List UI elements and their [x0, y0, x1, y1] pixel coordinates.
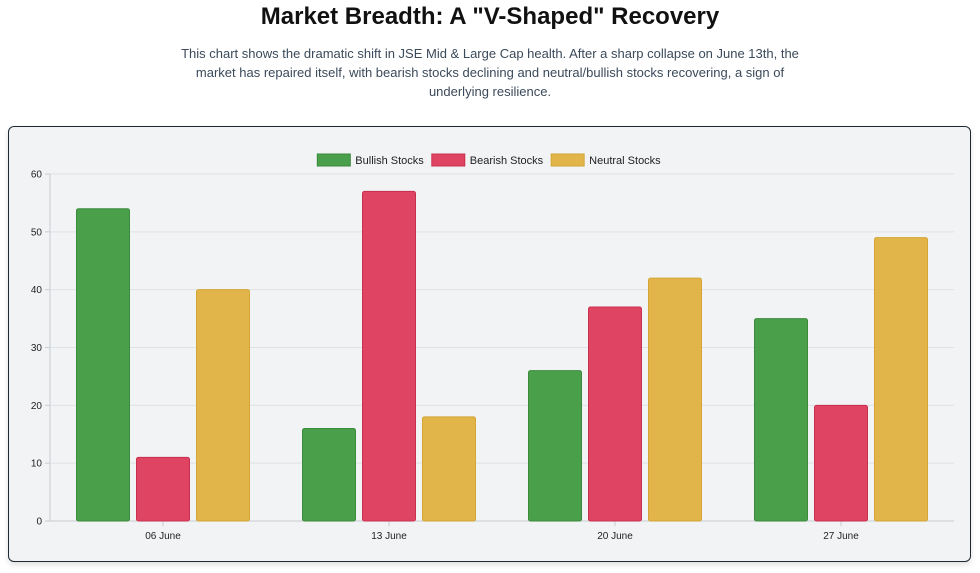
- bar-bearish-stocks-27-june[interactable]: [814, 404, 868, 522]
- legend-swatch-bullish-stocks[interactable]: [316, 153, 351, 167]
- legend-swatch-neutral-stocks[interactable]: [550, 153, 585, 167]
- bar-neutral-stocks-06-june[interactable]: [196, 289, 250, 522]
- bar-neutral-stocks-13-june[interactable]: [422, 416, 476, 522]
- bars: [76, 190, 928, 522]
- y-tick-label: 60: [31, 170, 43, 181]
- y-tick-label: 40: [31, 285, 43, 296]
- bar-bullish-stocks-20-june[interactable]: [528, 370, 582, 522]
- bar-bullish-stocks-13-june[interactable]: [302, 427, 356, 522]
- legend-swatch-bearish-stocks[interactable]: [431, 153, 466, 167]
- y-tick-label: 10: [31, 459, 43, 470]
- chart-description: This chart shows the dramatic shift in J…: [181, 46, 799, 99]
- legend-label-neutral-stocks[interactable]: Neutral Stocks: [589, 155, 661, 167]
- bar-neutral-stocks-20-june[interactable]: [648, 277, 702, 522]
- y-tick-label: 20: [31, 401, 43, 412]
- x-tick-label: 27 June: [823, 531, 859, 542]
- legend-label-bullish-stocks[interactable]: Bullish Stocks: [355, 155, 424, 167]
- bar-chart: 0 10 20 30 40 50 60 06 June 13 June 20 June 27 Jun…: [31, 153, 954, 543]
- bar-bearish-stocks-06-june[interactable]: [136, 456, 190, 522]
- y-tick-label: 30: [31, 343, 43, 354]
- x-tick-label: 20 June: [597, 531, 633, 542]
- legend: Bullish Stocks Bearish Stocks Neutral Stoc…: [316, 153, 661, 167]
- chart-card: 0 10 20 30 40 50 60 06 June 13 June 20 June 27 Jun…: [8, 126, 971, 562]
- axes: 0 10 20 30 40 50 60 06 June 13 June 20 June 27 Jun…: [31, 170, 859, 543]
- y-tick-label: 0: [36, 517, 42, 528]
- page-title: Market Breadth: A "V-Shaped" Recovery: [260, 3, 720, 30]
- bar-bearish-stocks-13-june[interactable]: [362, 190, 416, 522]
- x-tick-label: 13 June: [371, 531, 407, 542]
- legend-label-bearish-stocks[interactable]: Bearish Stocks: [470, 155, 544, 167]
- bar-bullish-stocks-27-june[interactable]: [754, 318, 808, 522]
- y-tick-label: 50: [31, 227, 43, 238]
- bar-neutral-stocks-27-june[interactable]: [874, 237, 928, 522]
- bar-bearish-stocks-20-june[interactable]: [588, 306, 642, 522]
- bar-bullish-stocks-06-june[interactable]: [76, 208, 130, 522]
- x-tick-label: 06 June: [145, 531, 181, 542]
